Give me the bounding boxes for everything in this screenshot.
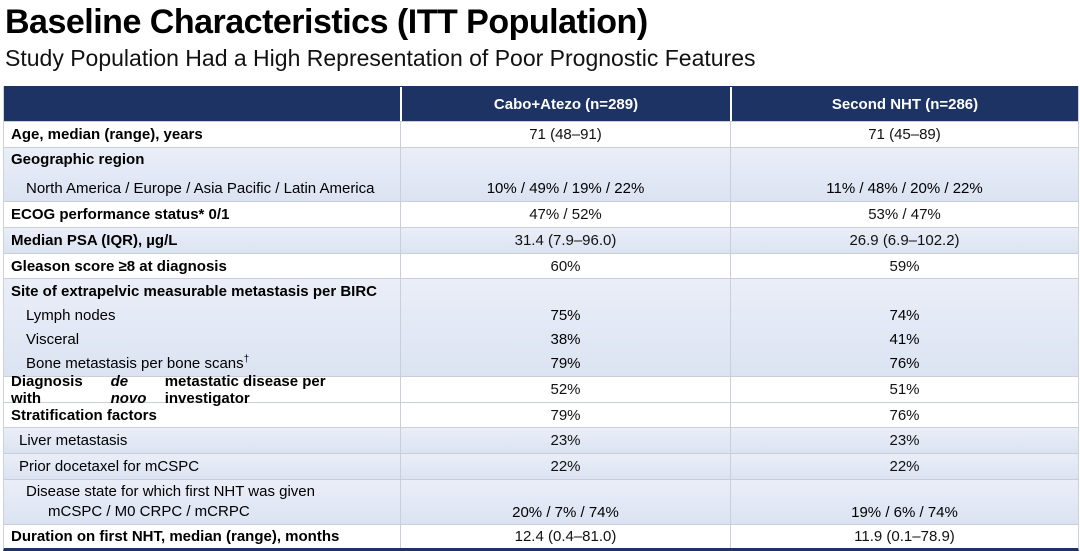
value-cell-nht: 51% <box>730 377 1078 402</box>
header-col-second-nht: Second NHT (n=286) <box>730 87 1078 121</box>
page-title: Baseline Characteristics (ITT Population… <box>5 3 648 41</box>
value-cell-cabo: 10% / 49% / 19% / 22% <box>400 148 730 201</box>
table-row-liver-metastasis: Liver metastasis 23% 23% <box>4 427 1078 453</box>
table-row-group-metastasis-site: Site of extrapelvic measurable metastasi… <box>4 278 1078 376</box>
row-label: Diagnosis with de novo metastatic diseas… <box>11 372 326 407</box>
row-label: Geographic region North America / Europe… <box>11 151 375 197</box>
dagger-footnote-marker: † <box>243 354 250 365</box>
table-row-de-novo-diagnosis: Diagnosis with de novo metastatic diseas… <box>4 372 1078 407</box>
table-row-duration-first-nht: Duration on first NHT, median (range), m… <box>4 524 1078 548</box>
value-cell-cabo: 60% <box>400 254 730 278</box>
table-row-prior-docetaxel: Prior docetaxel for mCSPC 22% 22% <box>4 453 1078 479</box>
table-row-group-disease-state: Disease state for which first NHT was gi… <box>4 479 1078 524</box>
row-label: Age, median (range), years <box>11 126 203 143</box>
table-row-age: Age, median (range), years 71 (48–91) 71… <box>4 121 1078 147</box>
row-label: Prior docetaxel for mCSPC <box>19 458 200 475</box>
value-cell-cabo: 71 (48–91) <box>400 122 730 147</box>
value-cell-cabo: 75% 38% 79% <box>400 279 730 376</box>
row-label: Duration on first NHT, median (range), m… <box>11 528 340 545</box>
value-cell-nht: 11% / 48% / 20% / 22% <box>730 148 1078 201</box>
value-cell-nht: 59% <box>730 254 1078 278</box>
row-label: Disease state for which first NHT was gi… <box>26 483 315 520</box>
value-cell-nht: 11.9 (0.1–78.9) <box>730 525 1078 548</box>
row-label: Liver metastasis <box>19 432 128 449</box>
row-label: ECOG performance status* 0/1 <box>11 206 230 223</box>
row-label: Gleason score ≥8 at diagnosis <box>11 257 227 275</box>
page-subtitle: Study Population Had a High Representati… <box>5 45 756 71</box>
value-cell-cabo: 79% <box>400 403 730 427</box>
value-cell-cabo: 20% / 7% / 74% <box>400 480 730 524</box>
value-cell-nht: 26.9 (6.9–102.2) <box>730 228 1078 253</box>
value-cell-cabo: 22% <box>400 454 730 479</box>
row-label: Site of extrapelvic measurable metastasi… <box>11 283 377 372</box>
table-row-gleason: Gleason score ≥8 at diagnosis 60% 59% <box>4 253 1078 278</box>
row-label: Median PSA (IQR), µg/L <box>11 232 178 249</box>
value-cell-nht: 22% <box>730 454 1078 479</box>
table-row-ecog: ECOG performance status* 0/1 47% / 52% 5… <box>4 201 1078 227</box>
header-col-cabo-atezo: Cabo+Atezo (n=289) <box>400 87 730 121</box>
value-cell-nht: 53% / 47% <box>730 202 1078 227</box>
table-row-geographic-region: Geographic region North America / Europe… <box>4 147 1078 201</box>
value-cell-cabo: 23% <box>400 428 730 453</box>
table-row-stratification-factors: Stratification factors 79% 76% <box>4 402 1078 427</box>
baseline-characteristics-table: Cabo+Atezo (n=289) Second NHT (n=286) Ag… <box>3 86 1079 551</box>
row-label: Stratification factors <box>11 406 157 424</box>
header-empty-cell <box>4 87 400 121</box>
value-cell-cabo: 47% / 52% <box>400 202 730 227</box>
value-cell-cabo: 12.4 (0.4–81.0) <box>400 525 730 548</box>
value-cell-nht: 74% 41% 76% <box>730 279 1078 376</box>
value-cell-nht: 71 (45–89) <box>730 122 1078 147</box>
value-cell-nht: 23% <box>730 428 1078 453</box>
value-cell-cabo: 31.4 (7.9–96.0) <box>400 228 730 253</box>
value-cell-nht: 19% / 6% / 74% <box>730 480 1078 524</box>
value-cell-nht: 76% <box>730 403 1078 427</box>
value-cell-cabo: 52% <box>400 377 730 402</box>
table-row-psa: Median PSA (IQR), µg/L 31.4 (7.9–96.0) 2… <box>4 227 1078 253</box>
table-header-row: Cabo+Atezo (n=289) Second NHT (n=286) <box>4 86 1078 121</box>
